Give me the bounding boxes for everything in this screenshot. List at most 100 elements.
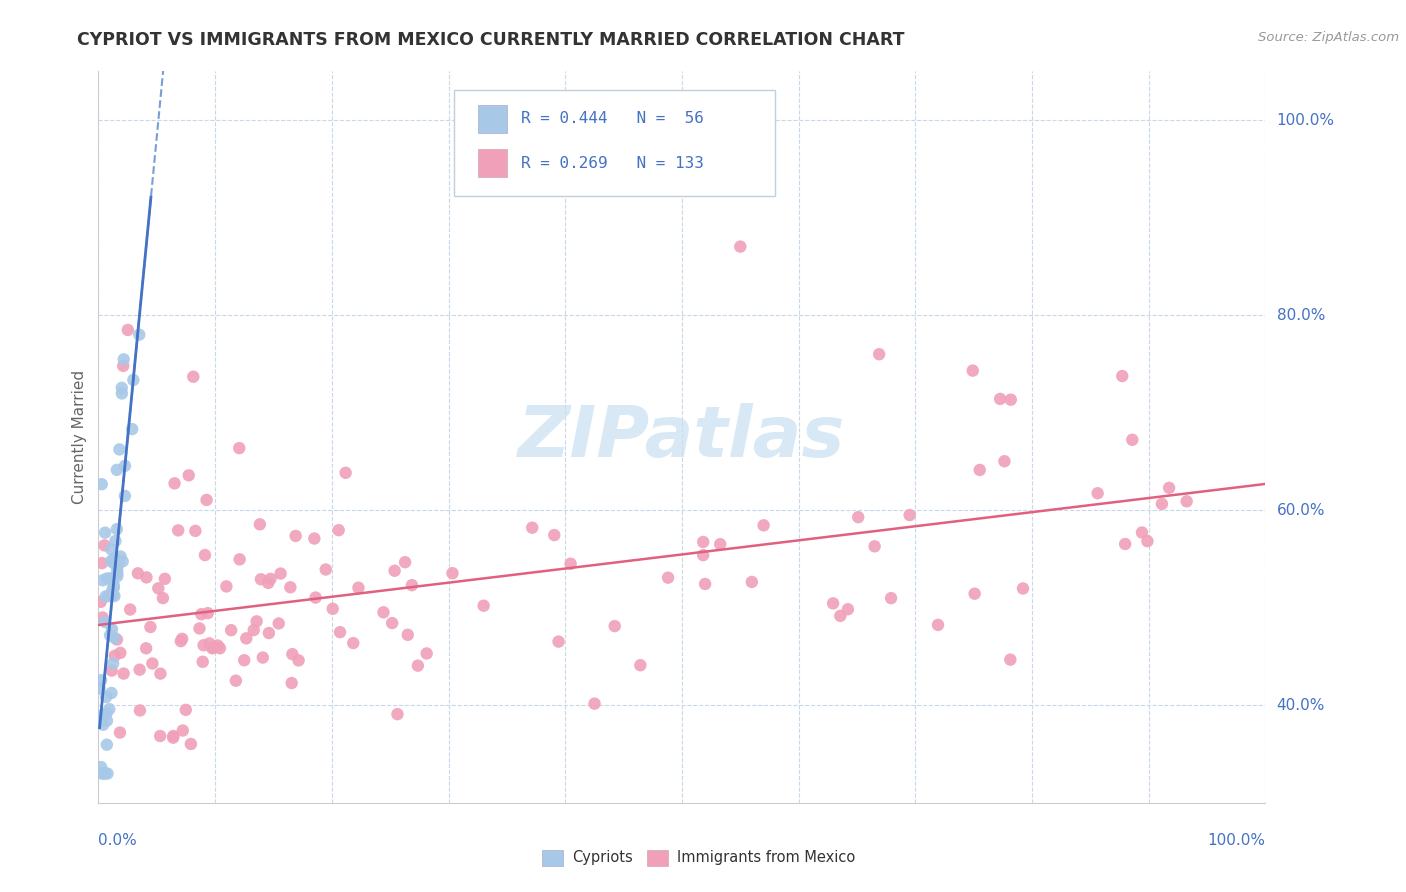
Point <box>193 638 215 652</box>
Point <box>183 369 205 384</box>
Point <box>233 653 256 667</box>
Point <box>208 641 231 656</box>
Point <box>1000 392 1022 407</box>
Point <box>252 650 274 665</box>
Point <box>122 373 145 387</box>
Point <box>225 673 247 688</box>
Point <box>191 655 214 669</box>
Point <box>90 595 112 609</box>
Point <box>709 537 731 551</box>
Point <box>172 632 194 646</box>
Point <box>114 489 136 503</box>
Point <box>100 542 122 557</box>
Point <box>396 628 419 642</box>
Point <box>104 551 127 566</box>
Point <box>167 524 190 538</box>
Point <box>249 517 271 532</box>
Point <box>105 569 128 583</box>
Point <box>139 620 162 634</box>
Point <box>96 766 118 780</box>
Point <box>394 555 416 569</box>
Point <box>1121 433 1143 447</box>
Text: R = 0.444   N =  56: R = 0.444 N = 56 <box>520 112 704 127</box>
Point <box>112 666 135 681</box>
Point <box>583 697 606 711</box>
Point <box>90 477 112 491</box>
Point <box>250 572 273 586</box>
Point <box>195 492 218 507</box>
Point <box>105 562 128 576</box>
Point <box>163 476 186 491</box>
Point <box>235 632 257 646</box>
Point <box>207 639 229 653</box>
Point <box>270 566 292 581</box>
Point <box>135 641 157 656</box>
Text: CYPRIOT VS IMMIGRANTS FROM MEXICO CURRENTLY MARRIED CORRELATION CHART: CYPRIOT VS IMMIGRANTS FROM MEXICO CURREN… <box>77 31 905 49</box>
Text: 100.0%: 100.0% <box>1277 112 1334 128</box>
Text: Cypriots: Cypriots <box>572 850 633 865</box>
Point <box>329 625 352 640</box>
Point <box>695 577 717 591</box>
Point <box>104 533 127 548</box>
Point <box>198 636 221 650</box>
Point <box>657 571 679 585</box>
Text: 80.0%: 80.0% <box>1277 308 1324 323</box>
Point <box>347 581 370 595</box>
Point <box>101 622 124 636</box>
Point <box>304 591 326 605</box>
Text: ZIPatlas: ZIPatlas <box>519 402 845 472</box>
Point <box>110 549 132 564</box>
Point <box>993 454 1015 468</box>
Point <box>90 766 112 780</box>
Point <box>111 554 134 568</box>
Point <box>315 562 337 576</box>
Point <box>94 706 117 721</box>
Point <box>1175 494 1198 508</box>
Point <box>101 657 124 671</box>
Point <box>100 664 122 678</box>
Point <box>104 648 127 663</box>
Point <box>415 647 437 661</box>
Point <box>141 657 163 671</box>
Point <box>863 539 886 553</box>
Point <box>111 381 134 395</box>
Point <box>257 575 280 590</box>
FancyBboxPatch shape <box>454 90 775 195</box>
Point <box>927 618 949 632</box>
Point <box>149 729 172 743</box>
Point <box>281 647 304 661</box>
Point <box>149 666 172 681</box>
Point <box>830 608 852 623</box>
Point <box>522 521 544 535</box>
Point <box>174 703 197 717</box>
Point <box>228 441 250 455</box>
Point <box>90 760 112 774</box>
Point <box>401 578 423 592</box>
FancyBboxPatch shape <box>541 850 562 866</box>
Point <box>406 658 429 673</box>
Point <box>328 523 350 537</box>
Point <box>898 508 921 522</box>
Point <box>111 386 134 401</box>
Point <box>381 616 404 631</box>
Point <box>172 723 194 738</box>
Point <box>97 589 120 603</box>
Point <box>280 676 302 690</box>
Point <box>603 619 626 633</box>
Point <box>1111 369 1133 384</box>
Point <box>105 522 128 536</box>
Point <box>101 588 124 602</box>
Point <box>162 729 184 743</box>
Point <box>93 766 115 780</box>
Point <box>101 582 124 597</box>
Point <box>94 690 117 704</box>
Point <box>129 703 152 717</box>
Point <box>1114 537 1136 551</box>
Point <box>384 564 406 578</box>
Point <box>322 601 344 615</box>
Point <box>96 738 118 752</box>
Point <box>280 580 302 594</box>
Point <box>267 616 290 631</box>
Point <box>91 556 114 570</box>
Point <box>257 626 280 640</box>
